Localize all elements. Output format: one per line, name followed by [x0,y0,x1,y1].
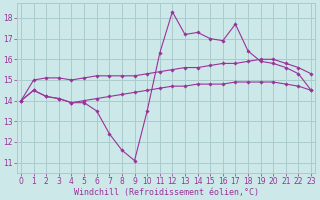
X-axis label: Windchill (Refroidissement éolien,°C): Windchill (Refroidissement éolien,°C) [74,188,259,197]
